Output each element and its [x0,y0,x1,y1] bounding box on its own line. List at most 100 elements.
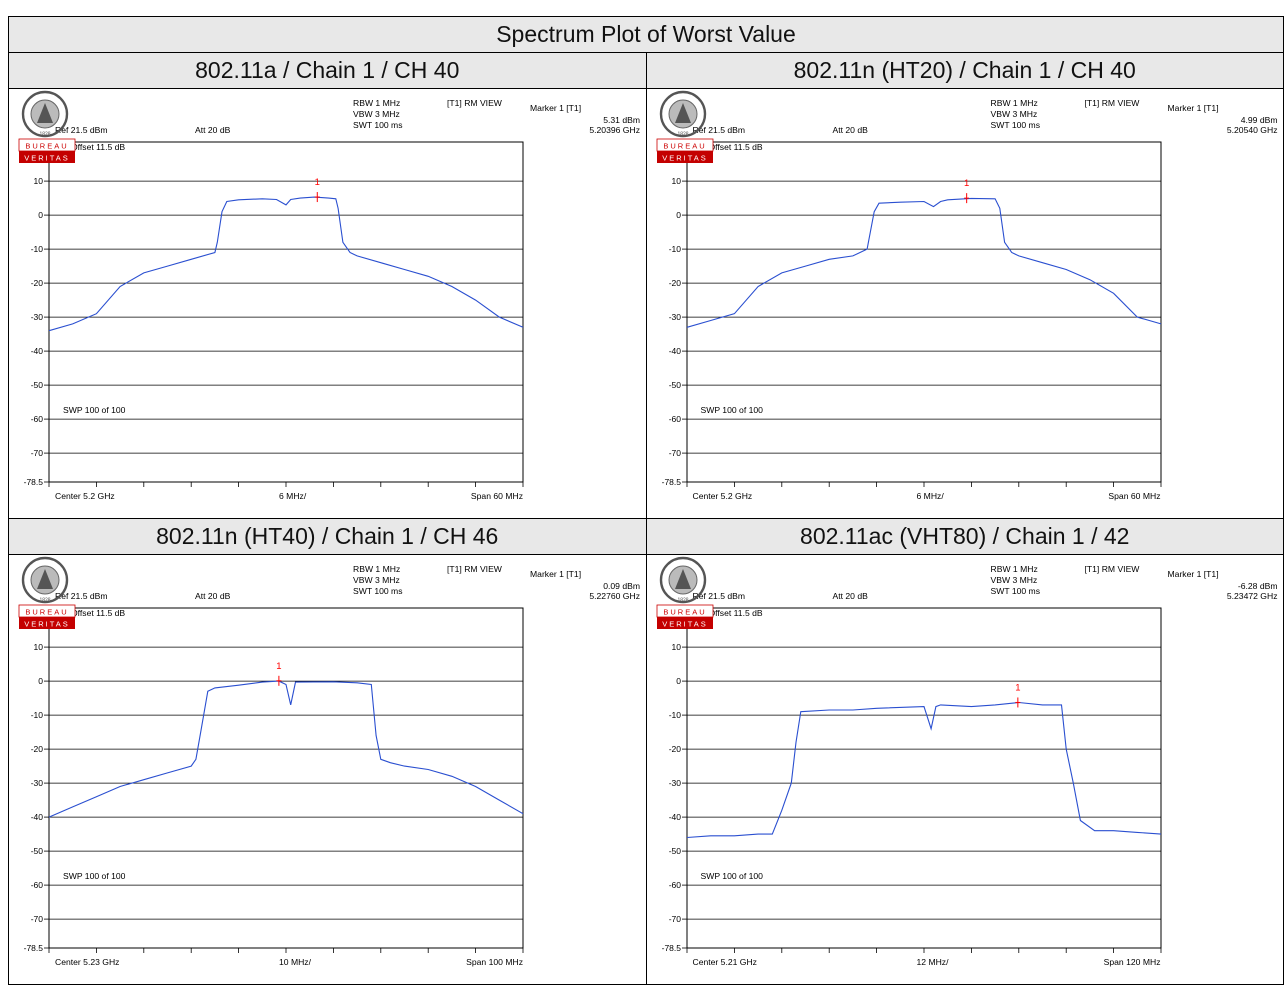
spectrum-chart-svg: 21.5100-10-20-30-40-50-60-70-78.51 [24,603,524,953]
offset-label: Offset 11.5 dB [71,142,126,152]
svg-text:1828: 1828 [677,598,688,604]
marker-frequency: 5.23472 GHz [1226,591,1278,601]
plot-title-4: 802.11ac (VHT80) / Chain 1 / 42 [645,518,1284,555]
attenuation: Att 20 dB [195,125,231,135]
svg-text:VERITAS: VERITAS [24,154,70,163]
marker-value: 0.09 dBm [603,581,640,591]
sweep-count: SWP 100 of 100 [63,405,126,415]
y-tick-label: -50 [31,846,44,856]
division-label: 6 MHz/ [916,491,944,501]
y-tick-label: -10 [668,244,681,254]
spectrum-trace [48,196,524,332]
span-label: Span 60 MHz [470,491,523,501]
marker-frequency: 5.20540 GHz [1226,125,1278,135]
plot-title-3: 802.11n (HT40) / Chain 1 / CH 46 [8,518,647,555]
svg-text:VERITAS: VERITAS [662,620,708,629]
spectrum-trace [686,701,1161,839]
rbw-label: RBW 1 MHz [353,564,401,574]
y-tick-label: -20 [31,744,44,754]
svg-text:1828: 1828 [677,132,688,138]
y-tick-label: -78.5 [24,477,44,487]
svg-text:VERITAS: VERITAS [662,154,708,163]
view-label: [T1] RM VIEW [447,564,502,574]
y-tick-label: -70 [31,448,44,458]
y-tick-label: -78.5 [661,477,681,487]
spectrum-trace [48,680,524,818]
plot-title-1: 802.11a / Chain 1 / CH 40 [8,52,647,89]
bureau-veritas-logo: BUREAU VERITAS 1828 [18,556,76,629]
svg-text:BUREAU: BUREAU [25,608,68,617]
marker-value: 4.99 dBm [1240,115,1278,125]
y-tick-label: -20 [668,744,681,754]
y-tick-label: -78.5 [661,943,681,953]
bureau-veritas-logo: BUREAU VERITAS 1828 [656,556,713,629]
y-tick-label: -30 [668,312,681,322]
vbw-label: VBW 3 MHz [990,109,1038,119]
y-tick-label: -30 [31,778,44,788]
spectrum-table: Spectrum Plot of Worst Value 802.11a / C… [8,16,1284,985]
ref-level: Ref 21.5 dBm [692,591,746,601]
marker-label: 1 [1015,682,1020,693]
sweep-count: SWP 100 of 100 [700,871,763,881]
bureau-veritas-logo: BUREAU VERITAS 1828 [656,90,713,163]
svg-text:BUREAU: BUREAU [663,142,706,151]
marker-name: Marker 1 [T1] [1167,569,1219,579]
marker-label: 1 [276,661,281,672]
svg-text:1828: 1828 [39,132,50,138]
vbw-label: VBW 3 MHz [353,109,400,119]
y-tick-label: -70 [668,448,681,458]
marker-name: Marker 1 [T1] [530,569,582,579]
y-tick-label: -60 [31,880,44,890]
plot-frame [686,607,1161,949]
y-tick-label: -60 [668,414,681,424]
y-tick-label: -78.5 [24,943,44,953]
y-tick-label: 0 [38,210,43,220]
y-tick-label: -10 [668,710,681,720]
marker-value: 5.31 dBm [603,115,640,125]
spectrum-chart-svg: 21.5100-10-20-30-40-50-60-70-78.51 [24,137,524,487]
vbw-label: VBW 3 MHz [353,575,400,585]
offset-label: Offset 11.5 dB [708,608,763,618]
swt-label: SWT 100 ms [353,586,403,596]
y-tick-label: -70 [668,914,681,924]
y-tick-label: -40 [668,346,681,356]
span-label: Span 60 MHz [1108,491,1161,501]
marker-value: -6.28 dBm [1237,581,1278,591]
y-tick-label: 10 [671,642,681,652]
view-label: [T1] RM VIEW [1084,98,1140,108]
y-tick-label: -50 [668,380,681,390]
marker-label: 1 [315,177,320,188]
y-tick-label: -40 [668,812,681,822]
y-tick-label: 0 [676,676,681,686]
y-tick-label: 10 [34,642,44,652]
span-label: Span 120 MHz [1103,957,1161,967]
y-tick-label: -10 [31,710,44,720]
y-tick-label: -60 [31,414,44,424]
marker-frequency: 5.22760 GHz [589,591,640,601]
view-label: [T1] RM VIEW [1084,564,1140,574]
ref-level: Ref 21.5 dBm [55,125,108,135]
bureau-veritas-logo: BUREAU VERITAS 1828 [18,90,76,163]
svg-text:BUREAU: BUREAU [25,142,68,151]
svg-text:VERITAS: VERITAS [24,620,70,629]
y-tick-label: -50 [668,846,681,856]
spectrum-trace [686,197,1161,328]
y-tick-label: 10 [34,176,44,186]
swt-label: SWT 100 ms [990,586,1041,596]
span-label: Span 100 MHz [466,957,523,967]
vbw-label: VBW 3 MHz [990,575,1038,585]
attenuation: Att 20 dB [832,591,868,601]
swt-label: SWT 100 ms [353,120,403,130]
table-title: Spectrum Plot of Worst Value [8,16,1284,53]
sweep-count: SWP 100 of 100 [700,405,763,415]
y-tick-label: -60 [668,880,681,890]
y-tick-label: -30 [668,778,681,788]
svg-text:1828: 1828 [39,598,50,604]
y-tick-label: 0 [676,210,681,220]
plot-frame [686,141,1161,483]
center-frequency: Center 5.2 GHz [692,491,753,501]
